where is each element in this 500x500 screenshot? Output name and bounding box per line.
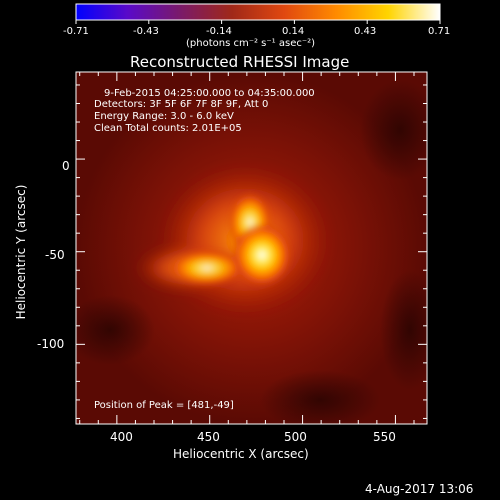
peak-position-label: Position of Peak = [481,-49]: [94, 400, 234, 411]
x-tick-marks: [79, 72, 415, 424]
colorbar-tick-1: -0.71: [63, 26, 89, 37]
plot-title: Reconstructed RHESSI Image: [130, 53, 350, 71]
dark-patch: [76, 295, 155, 365]
colorbar: [75, 3, 441, 24]
info-line-time: 9-Feb-2015 04:25:00.000 to 04:35:00.000: [104, 88, 315, 99]
y-tick-marks: [76, 84, 427, 419]
dark-patch: [260, 370, 380, 424]
source-peak: [232, 223, 292, 287]
dark-patch: [380, 270, 427, 390]
colorbar-unit-label: (photons cm⁻² s⁻¹ asec⁻²): [186, 38, 316, 49]
y-tick-label: -100: [37, 337, 65, 351]
timestamp: 4-Aug-2017 13:06: [365, 482, 474, 496]
emission-map: [76, 72, 427, 424]
source-core: [169, 192, 292, 287]
x-tick-label: 500: [284, 430, 307, 444]
colorbar-tick-6: 0.71: [428, 26, 451, 37]
colorbar-tick-3: -0.14: [206, 26, 232, 37]
colorbar-gradient: [75, 3, 441, 21]
colorbar-tick-marks: [75, 20, 441, 24]
info-line-energy: Energy Range: 3.0 - 6.0 keV: [94, 111, 234, 122]
source-arm-left: [169, 250, 245, 286]
y-tick-label: -50: [45, 248, 65, 262]
dark-patch: [360, 80, 427, 180]
info-line-detectors: Detectors: 3F 5F 6F 7F 8F 9F, Att 0: [94, 99, 269, 110]
x-axis-label: Heliocentric X (arcsec): [173, 447, 309, 461]
x-tick-label: 450: [197, 430, 220, 444]
colorbar-tick-4: 0.14: [282, 26, 305, 37]
x-tick-label: 400: [110, 430, 133, 444]
colorbar-tick-2: -0.43: [133, 26, 159, 37]
x-tick-label: 550: [373, 430, 396, 444]
colorbar-tick-5: 0.43: [354, 26, 377, 37]
plot-frame: [75, 71, 428, 425]
info-line-counts: Clean Total counts: 2.01E+05: [94, 123, 242, 134]
y-tick-label: 0: [62, 159, 70, 173]
y-axis-label: Heliocentric Y (arcsec): [14, 184, 28, 320]
